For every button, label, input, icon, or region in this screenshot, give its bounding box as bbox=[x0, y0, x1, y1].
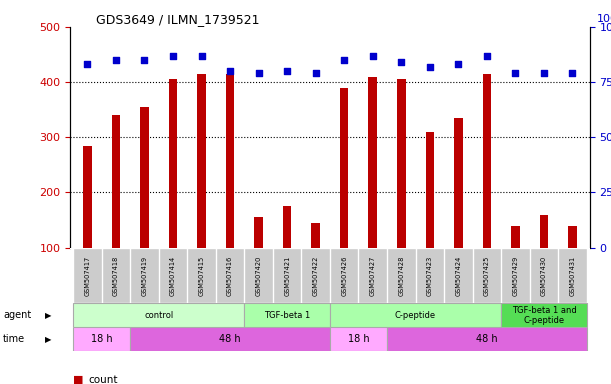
Point bbox=[339, 57, 349, 63]
Bar bbox=[169, 79, 177, 248]
Text: ■: ■ bbox=[73, 375, 84, 384]
Bar bbox=[73, 327, 130, 351]
Point bbox=[539, 70, 549, 76]
Point bbox=[368, 53, 378, 59]
Bar bbox=[483, 74, 491, 248]
Bar bbox=[273, 248, 301, 303]
Bar bbox=[387, 327, 587, 351]
Bar bbox=[558, 248, 587, 303]
Text: GSM507431: GSM507431 bbox=[569, 255, 576, 296]
Bar bbox=[130, 248, 159, 303]
Text: GSM507430: GSM507430 bbox=[541, 255, 547, 296]
Text: ▶: ▶ bbox=[45, 334, 51, 344]
Text: ▶: ▶ bbox=[45, 311, 51, 320]
Bar bbox=[130, 327, 330, 351]
Text: 48 h: 48 h bbox=[476, 334, 498, 344]
Text: TGF-beta 1 and
C-peptide: TGF-beta 1 and C-peptide bbox=[511, 306, 576, 325]
Bar bbox=[387, 248, 415, 303]
Point bbox=[139, 57, 149, 63]
Text: GSM507424: GSM507424 bbox=[455, 255, 461, 296]
Bar bbox=[216, 248, 244, 303]
Point bbox=[111, 57, 121, 63]
Point bbox=[425, 63, 434, 70]
Text: GSM507427: GSM507427 bbox=[370, 255, 376, 296]
Bar bbox=[101, 248, 130, 303]
Point bbox=[311, 70, 321, 76]
Point bbox=[225, 68, 235, 74]
Text: GSM507417: GSM507417 bbox=[84, 255, 90, 296]
Point bbox=[568, 70, 577, 76]
Point bbox=[397, 59, 406, 65]
Text: control: control bbox=[144, 311, 174, 320]
Text: C-peptide: C-peptide bbox=[395, 311, 436, 320]
Bar bbox=[330, 303, 501, 327]
Text: GSM507418: GSM507418 bbox=[113, 255, 119, 296]
Point bbox=[197, 53, 207, 59]
Text: 18 h: 18 h bbox=[348, 334, 369, 344]
Text: GDS3649 / ILMN_1739521: GDS3649 / ILMN_1739521 bbox=[97, 13, 260, 26]
Text: GSM507414: GSM507414 bbox=[170, 255, 176, 296]
Bar bbox=[244, 303, 330, 327]
Bar bbox=[73, 248, 101, 303]
Bar bbox=[425, 132, 434, 248]
Bar bbox=[568, 226, 577, 248]
Text: GSM507415: GSM507415 bbox=[199, 255, 205, 296]
Bar bbox=[244, 248, 273, 303]
Point bbox=[482, 53, 492, 59]
Text: GSM507423: GSM507423 bbox=[427, 255, 433, 296]
Point bbox=[82, 61, 92, 68]
Text: GSM507421: GSM507421 bbox=[284, 255, 290, 296]
Text: GSM507416: GSM507416 bbox=[227, 255, 233, 296]
Bar bbox=[501, 303, 587, 327]
Bar bbox=[312, 223, 320, 248]
Bar bbox=[301, 248, 330, 303]
Bar bbox=[540, 215, 548, 248]
Text: GSM507428: GSM507428 bbox=[398, 255, 404, 296]
Text: GSM507425: GSM507425 bbox=[484, 255, 490, 296]
Point bbox=[282, 68, 292, 74]
Text: 48 h: 48 h bbox=[219, 334, 241, 344]
Bar bbox=[83, 146, 92, 248]
Point bbox=[168, 53, 178, 59]
Bar bbox=[397, 79, 406, 248]
Point bbox=[511, 70, 521, 76]
Text: GSM507420: GSM507420 bbox=[255, 255, 262, 296]
Text: 18 h: 18 h bbox=[91, 334, 112, 344]
Point bbox=[254, 70, 263, 76]
Bar bbox=[73, 303, 244, 327]
Bar bbox=[454, 118, 463, 248]
Bar bbox=[444, 248, 473, 303]
Bar bbox=[501, 248, 530, 303]
Bar bbox=[226, 74, 235, 248]
Bar bbox=[140, 107, 148, 248]
Text: count: count bbox=[89, 375, 118, 384]
Bar bbox=[473, 248, 501, 303]
Bar bbox=[359, 248, 387, 303]
Bar bbox=[530, 248, 558, 303]
Bar bbox=[187, 248, 216, 303]
Bar bbox=[283, 206, 291, 248]
Text: GSM507419: GSM507419 bbox=[142, 255, 147, 296]
Text: TGF-beta 1: TGF-beta 1 bbox=[264, 311, 310, 320]
Text: agent: agent bbox=[3, 310, 31, 320]
Text: time: time bbox=[3, 334, 25, 344]
Point bbox=[453, 61, 463, 68]
Bar bbox=[197, 74, 206, 248]
Bar bbox=[112, 115, 120, 248]
Bar bbox=[254, 217, 263, 248]
Text: GSM507429: GSM507429 bbox=[513, 255, 518, 296]
Bar bbox=[330, 248, 359, 303]
Bar bbox=[330, 327, 387, 351]
Bar bbox=[159, 248, 187, 303]
Bar bbox=[415, 248, 444, 303]
Text: 100%: 100% bbox=[596, 14, 611, 24]
Text: GSM507426: GSM507426 bbox=[341, 255, 347, 296]
Bar bbox=[368, 76, 377, 248]
Bar bbox=[511, 226, 520, 248]
Text: GSM507422: GSM507422 bbox=[313, 255, 319, 296]
Bar bbox=[340, 88, 348, 248]
